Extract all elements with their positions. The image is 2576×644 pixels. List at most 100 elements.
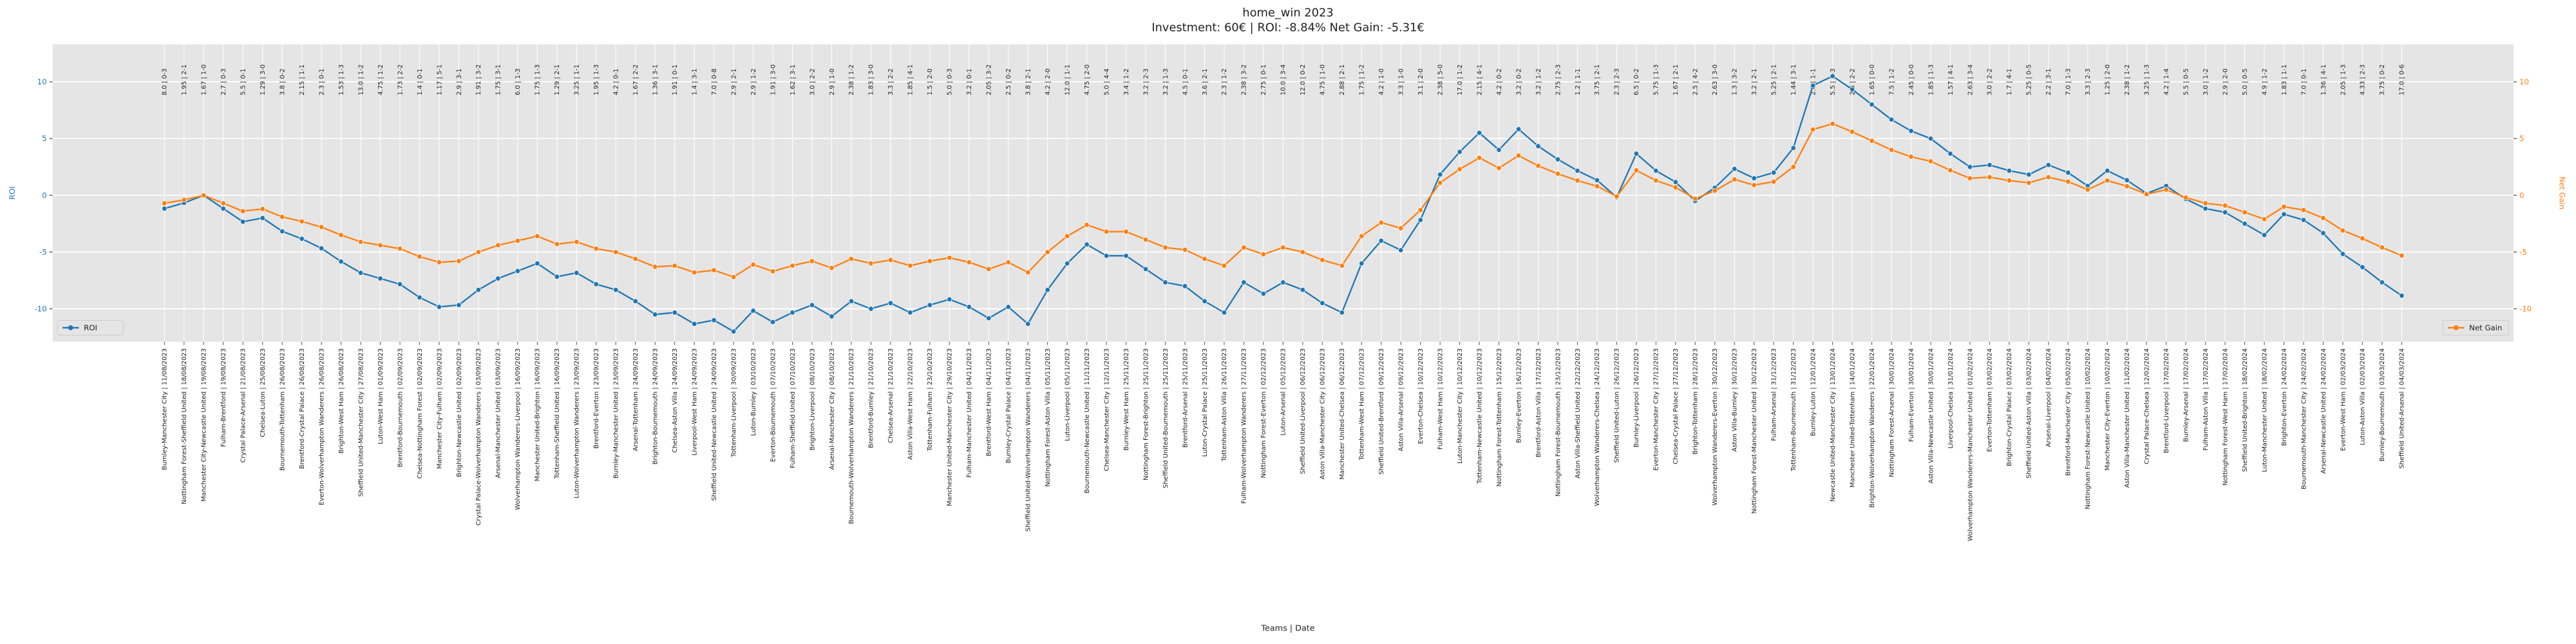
x-tick-label: Nottingham Forest-Everton | 02/12/2023 — [1260, 348, 1267, 478]
top-label: 4.2 | 2-0 — [1045, 68, 1052, 95]
top-label: 2.05 | 3-2 — [986, 64, 993, 95]
x-tick-label: Luton-Burnley | 03/10/2023 — [750, 348, 757, 436]
data-point — [1515, 153, 1522, 158]
data-point — [1221, 310, 1227, 316]
x-tick-label: Tottenham-Sheffield United | 16/09/2023 — [554, 348, 561, 480]
top-label: 1.67 | 2-2 — [632, 64, 639, 95]
top-label: 2.38 | 3-2 — [1241, 64, 1248, 95]
top-label: 2.75 | 2-3 — [1555, 64, 1562, 95]
data-point — [1633, 167, 1640, 173]
data-point — [1162, 279, 1168, 285]
data-point — [829, 265, 835, 271]
top-label: 3.25 | 1-3 — [2144, 64, 2151, 95]
x-tick-label: Brighton-Wolverhampton Wanderers | 22/01… — [1869, 348, 1876, 508]
data-point — [162, 205, 167, 212]
data-point — [947, 254, 952, 261]
top-label: 4.2 | 0-1 — [613, 68, 620, 95]
top-label: 3.0 | 2-2 — [809, 68, 816, 95]
data-point — [1202, 298, 1208, 304]
top-label: 4.75 | 2-0 — [1084, 64, 1091, 95]
data-point — [1810, 82, 1816, 89]
x-tick-label: Aston Villa-Arsenal | 09/12/2023 — [1398, 348, 1405, 451]
data-point — [848, 256, 855, 262]
data-point — [691, 321, 697, 327]
data-point — [1790, 164, 1796, 170]
data-point — [397, 245, 403, 252]
x-tick-label: Brighton-Liverpool | 08/10/2023 — [809, 348, 816, 451]
legend-label: Net Gain — [2469, 323, 2502, 332]
data-point — [554, 274, 560, 279]
legend: Net Gain — [2442, 319, 2509, 336]
top-label: 2.2 | 3-1 — [2045, 68, 2052, 95]
top-label: 6.0 | 1-3 — [515, 68, 522, 95]
data-point — [652, 312, 658, 317]
data-point — [2300, 207, 2307, 213]
data-point — [1123, 252, 1129, 259]
top-label: 3.3 | 2-2 — [887, 68, 895, 95]
chart-title: home_win 2023 — [1242, 6, 1333, 20]
data-point — [2006, 178, 2012, 184]
y2-tick-label: 10 — [2519, 77, 2529, 86]
x-tick-label: Sheffield United-Wolverhampton Wanderers… — [1025, 348, 1032, 531]
top-label: 1.95 | 1-3 — [593, 64, 600, 95]
data-point — [2360, 236, 2365, 242]
top-label: 2.05 | 1-3 — [2340, 64, 2347, 95]
legend: ROI — [57, 319, 124, 336]
y-axis-label: ROI — [8, 186, 17, 200]
data-point — [966, 260, 972, 265]
x-tick-label: Arsenal-Manchester United | 03/09/2023 — [495, 348, 502, 478]
data-point — [515, 238, 521, 243]
x-tick-label: Crystal Palace-Wolverhampton Wanderers |… — [475, 348, 482, 526]
x-tick-label: Fulham-Brentford | 19/08/2023 — [220, 348, 227, 447]
top-label: 5.5 | 2-3 — [1830, 68, 1837, 95]
top-label: 1.73 | 2-2 — [397, 64, 404, 95]
data-point — [1476, 155, 1482, 161]
x-tick-label: Manchester City-Fulham | 02/09/2023 — [436, 348, 443, 469]
y-tick-label: 10 — [37, 77, 47, 86]
y-tick-label: 0 — [42, 191, 46, 200]
data-point — [417, 254, 422, 260]
data-point — [1241, 245, 1247, 251]
data-point — [1417, 217, 1423, 223]
data-point — [790, 263, 795, 269]
top-label: 1.83 | 3-0 — [868, 64, 875, 95]
top-label: 4.75 | 1-0 — [1320, 64, 1327, 95]
data-point — [613, 249, 619, 255]
top-label: 4.75 | 1-2 — [377, 64, 384, 95]
top-label: 5.25 | 0-5 — [2026, 64, 2033, 95]
data-point — [691, 269, 697, 276]
top-label: 1.62 | 3-1 — [790, 64, 797, 95]
data-point — [632, 298, 638, 304]
data-point — [1045, 249, 1050, 255]
data-point — [338, 232, 344, 238]
x-tick-label: Brentford-Arsenal | 25/11/2023 — [1182, 348, 1189, 448]
data-point — [456, 258, 462, 264]
x-tick-label: Brentford-Everton | 23/09/2023 — [593, 348, 600, 449]
x-tick-label: Arsenal-Newcastle United | 24/02/2024 — [2320, 348, 2327, 474]
data-point — [2202, 205, 2208, 212]
top-label: 2.5 | 0-2 — [1005, 68, 1012, 95]
y2-axis-label: Net Gain — [2557, 176, 2566, 209]
data-point — [711, 267, 717, 273]
top-label: 1.3 | 3-2 — [1732, 68, 1739, 95]
x-tick-label: Fulham-West Ham | 10/12/2023 — [1437, 348, 1444, 450]
top-label: 7.0 | 0-8 — [711, 68, 718, 95]
x-tick-label: Fulham-Aston Villa | 17/02/2024 — [2202, 348, 2210, 451]
data-point — [475, 249, 482, 255]
top-label: 1.85 | 1-3 — [1927, 64, 1935, 95]
data-point — [1869, 102, 1875, 108]
x-tick-label: Luton-Manchester City | 10/12/2023 — [1457, 348, 1464, 464]
data-point — [1064, 233, 1070, 239]
top-label: 3.2 | 2-1 — [1751, 68, 1758, 95]
data-point — [436, 304, 442, 310]
data-point — [1594, 177, 1600, 184]
y2-tick-label: -5 — [2519, 247, 2527, 256]
data-point — [1732, 176, 1738, 182]
data-point — [1397, 225, 1404, 231]
data-point — [1476, 130, 1482, 136]
x-tick-label: Chelsea-Aston Villa | 24/09/2023 — [672, 348, 679, 453]
data-point — [436, 260, 442, 265]
x-tick-label: Manchester United-Brighton | 16/09/2023 — [535, 348, 542, 482]
data-point — [1378, 220, 1384, 225]
